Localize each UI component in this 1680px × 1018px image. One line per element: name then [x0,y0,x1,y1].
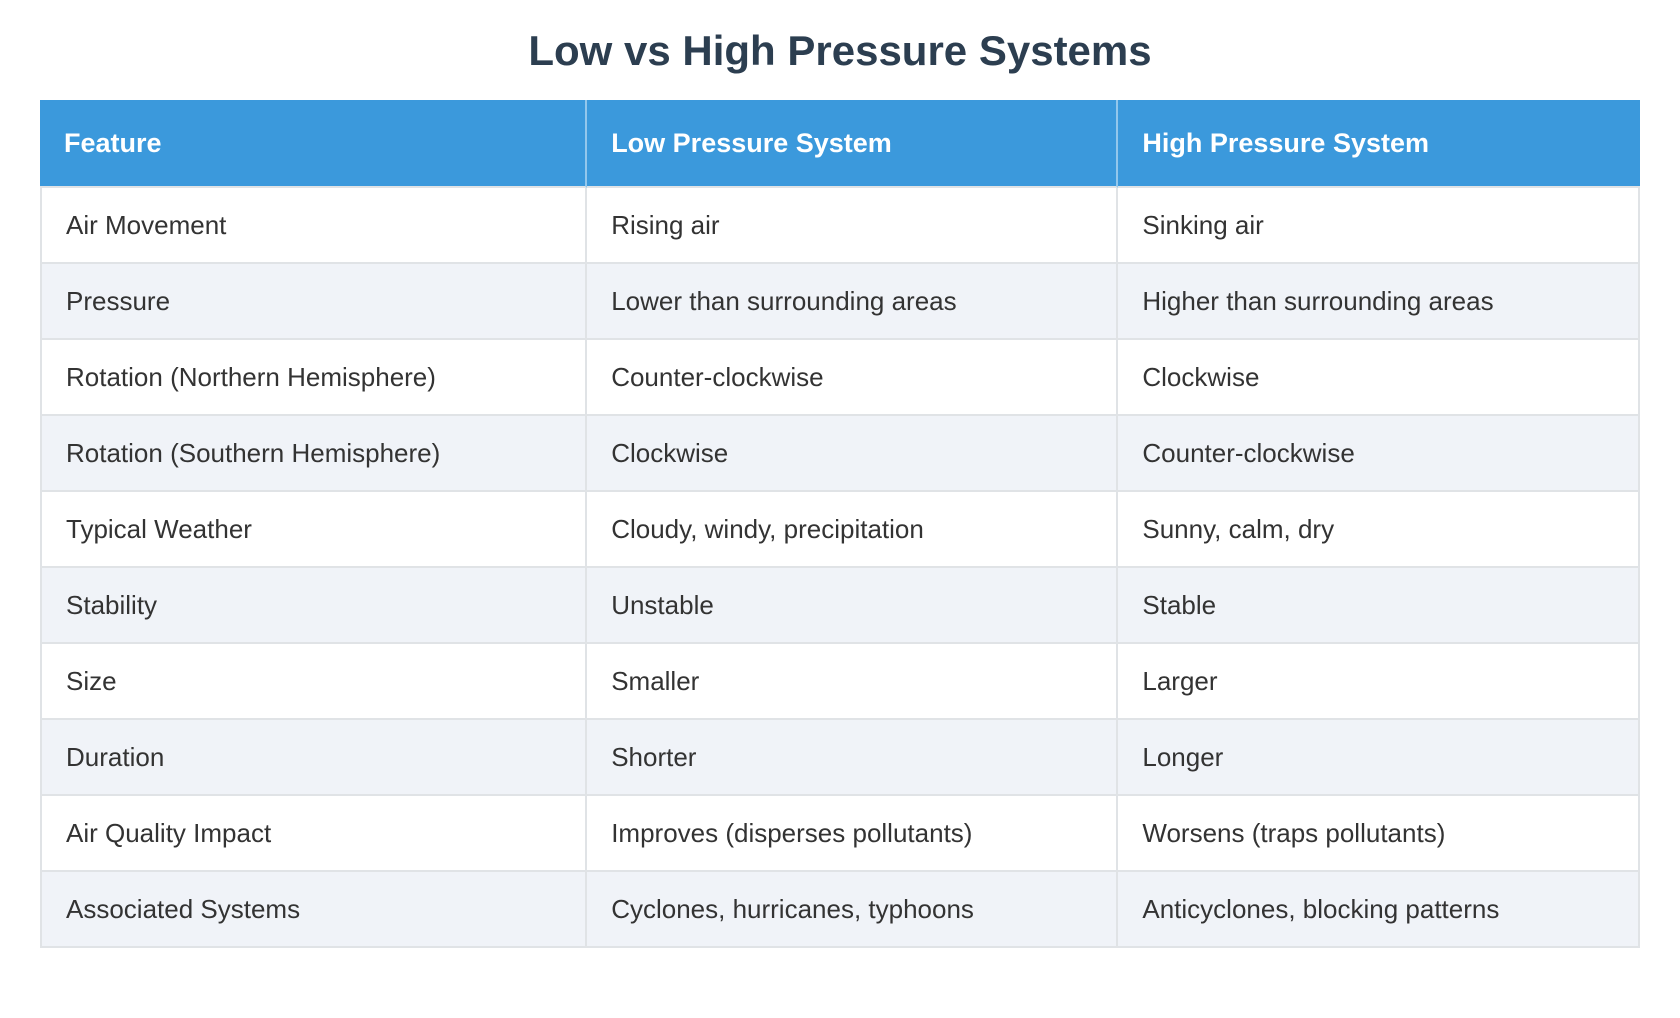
feature-cell: Typical Weather [40,492,588,568]
feature-cell: Air Quality Impact [40,796,588,872]
low-pressure-cell: Lower than surrounding areas [587,264,1119,340]
table-row: Air Quality Impact Improves (disperses po… [40,796,1640,872]
feature-cell: Rotation (Southern Hemisphere) [40,416,588,492]
table-row: Air Movement Rising air Sinking air [40,188,1640,264]
low-pressure-cell: Cyclones, hurricanes, typhoons [587,872,1119,948]
feature-cell: Air Movement [40,188,588,264]
high-pressure-cell: Sinking air [1118,188,1640,264]
low-pressure-cell: Improves (disperses pollutants) [587,796,1119,872]
table-header: Feature Low Pressure System High Pressur… [40,100,1640,188]
feature-cell: Pressure [40,264,588,340]
feature-cell: Rotation (Northern Hemisphere) [40,340,588,416]
low-pressure-cell: Unstable [587,568,1119,644]
low-pressure-cell: Counter-clockwise [587,340,1119,416]
table-row: Stability Unstable Stable [40,568,1640,644]
page-title: Low vs High Pressure Systems [528,27,1152,74]
high-pressure-cell: Sunny, calm, dry [1118,492,1640,568]
column-header-low-pressure: Low Pressure System [587,100,1119,188]
column-header-feature: Feature [40,100,588,188]
feature-cell: Stability [40,568,588,644]
low-pressure-cell: Smaller [587,644,1119,720]
table-row: Duration Shorter Longer [40,720,1640,796]
high-pressure-cell: Clockwise [1118,340,1640,416]
high-pressure-cell: Larger [1118,644,1640,720]
table-row: Rotation (Northern Hemisphere) Counter-cl… [40,340,1640,416]
comparison-table: Feature Low Pressure System High Pressur… [40,100,1640,948]
low-pressure-cell: Rising air [587,188,1119,264]
high-pressure-cell: Stable [1118,568,1640,644]
feature-cell: Associated Systems [40,872,588,948]
table-row: Pressure Lower than surrounding areas High… [40,264,1640,340]
table-body: Air Movement Rising air Sinking air Pressur… [40,188,1640,948]
low-pressure-cell: Shorter [587,720,1119,796]
table-header-row: Feature Low Pressure System High Pressur… [40,100,1640,188]
column-header-high-pressure: High Pressure System [1118,100,1640,188]
low-pressure-cell: Clockwise [587,416,1119,492]
feature-cell: Size [40,644,588,720]
high-pressure-cell: Worsens (traps pollutants) [1118,796,1640,872]
table-row: Rotation (Southern Hemisphere) Clockwise C… [40,416,1640,492]
high-pressure-cell: Longer [1118,720,1640,796]
table-row: Size Smaller Larger [40,644,1640,720]
table-row: Typical Weather Cloudy, windy, precipitat… [40,492,1640,568]
feature-cell: Duration [40,720,588,796]
high-pressure-cell: Counter-clockwise [1118,416,1640,492]
high-pressure-cell: Higher than surrounding areas [1118,264,1640,340]
low-pressure-cell: Cloudy, windy, precipitation [587,492,1119,568]
table-row: Associated Systems Cyclones, hurricanes, … [40,872,1640,948]
high-pressure-cell: Anticyclones, blocking patterns [1118,872,1640,948]
